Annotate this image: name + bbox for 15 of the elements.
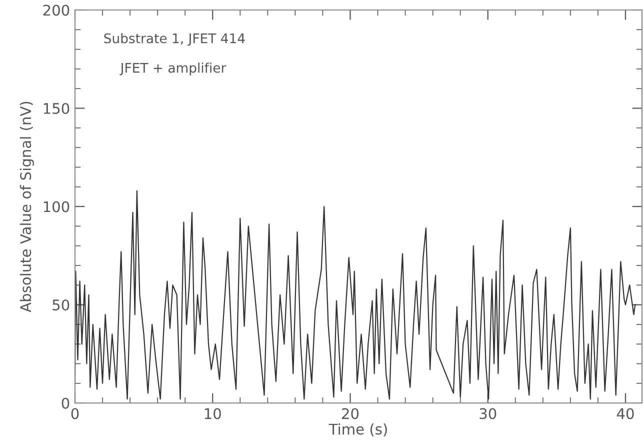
annotation: Substrate 1, JFET 414: [104, 33, 245, 46]
x-tick-label: 0: [71, 408, 79, 420]
y-tick-label: 200: [43, 4, 70, 16]
x-tick-label: 30: [480, 408, 496, 420]
line-series: [75, 190, 636, 400]
x-tick-label: 10: [204, 408, 221, 420]
y-tick-label: 0: [62, 398, 70, 409]
x-tick-label: 40: [616, 408, 634, 420]
y-tick-label: 100: [44, 201, 70, 212]
y-tick-label: 150: [44, 102, 70, 114]
annotation: JFET + amplifier: [120, 62, 226, 76]
y-axis-title: Absolute Value of Signal (nV): [20, 102, 34, 312]
x-tick-label: 20: [342, 408, 359, 420]
x-axis-title: Time (s): [328, 423, 387, 436]
y-tick-label: 50: [52, 299, 70, 310]
